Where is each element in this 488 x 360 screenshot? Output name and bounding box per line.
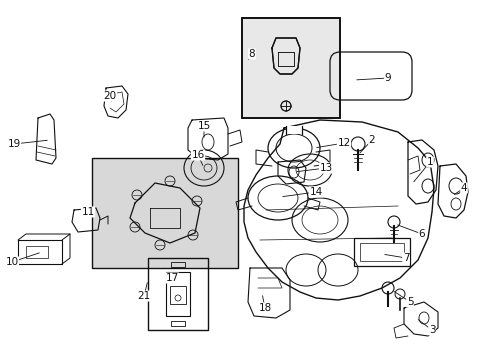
Text: 16: 16 <box>191 150 204 160</box>
Bar <box>353 238 409 266</box>
Bar <box>171 321 184 326</box>
Bar <box>242 18 339 118</box>
Text: 19: 19 <box>7 139 20 149</box>
Bar <box>171 262 184 267</box>
Bar <box>243 19 338 117</box>
Text: 13: 13 <box>319 163 332 173</box>
Bar <box>165 272 190 316</box>
Text: 9: 9 <box>384 73 390 83</box>
Bar <box>170 286 185 304</box>
Text: 20: 20 <box>103 91 116 101</box>
Text: 5: 5 <box>406 297 412 307</box>
Text: 11: 11 <box>81 207 95 217</box>
Text: 15: 15 <box>197 121 210 131</box>
Text: 1: 1 <box>426 157 432 167</box>
Text: 14: 14 <box>309 187 322 197</box>
Text: 12: 12 <box>337 138 350 148</box>
Bar <box>26 246 48 258</box>
Text: 18: 18 <box>258 303 271 313</box>
Bar <box>92 158 238 268</box>
Text: 8: 8 <box>248 49 255 59</box>
Text: 7: 7 <box>402 253 408 263</box>
Bar <box>242 18 339 118</box>
Bar <box>359 243 403 261</box>
Text: 3: 3 <box>428 325 434 335</box>
Text: 6: 6 <box>418 229 425 239</box>
Text: 2: 2 <box>368 135 375 145</box>
Bar <box>285 126 302 134</box>
Text: 17: 17 <box>165 273 178 283</box>
Text: 10: 10 <box>5 257 19 267</box>
Text: 21: 21 <box>137 291 150 301</box>
Bar <box>148 258 207 330</box>
Text: 4: 4 <box>460 183 467 193</box>
